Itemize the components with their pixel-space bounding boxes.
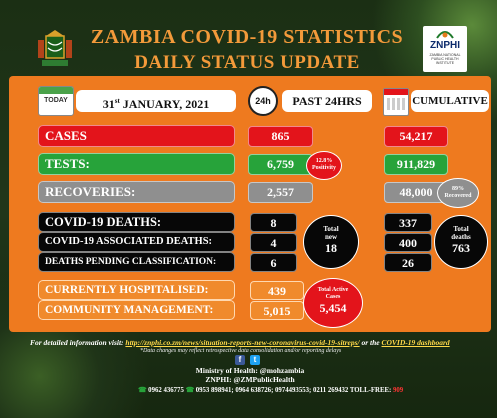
total-deaths-badge: Total deaths 763 bbox=[434, 215, 488, 269]
community-value: 5,015 bbox=[250, 301, 304, 320]
facebook-icon[interactable]: f bbox=[235, 355, 245, 365]
date-day: 31 bbox=[102, 97, 115, 111]
contact-block: Ministry of Health: @mohzambia ZNPHI: @Z… bbox=[150, 366, 350, 384]
phone-icon: ☎ bbox=[138, 387, 147, 394]
positivity-value: 12.8% bbox=[315, 158, 333, 164]
total-new-label2: new bbox=[324, 233, 338, 241]
cumulative-header: CUMULATIVE bbox=[411, 90, 489, 112]
recovered-badge: 89% Recovered bbox=[437, 178, 479, 208]
dashboard-link[interactable]: COVID-19 dashboard bbox=[381, 338, 450, 347]
positivity-label: Positivity bbox=[312, 165, 336, 171]
znphi-handle: ZNPHI: @ZMPublicHealth bbox=[205, 375, 295, 384]
active-label2: Cases bbox=[325, 294, 341, 300]
recoveries-past24: 2,557 bbox=[248, 182, 313, 203]
phone-icon-2: ☎ bbox=[185, 387, 195, 394]
data-note: *Data changes may reflect retrospective … bbox=[140, 348, 342, 354]
today-icon-label: TODAY bbox=[44, 97, 68, 104]
clock-icon: 24h bbox=[248, 86, 278, 116]
calendar-icon: TODAY bbox=[38, 86, 74, 116]
info-prefix: For detailed information visit: bbox=[30, 338, 126, 347]
active-value: 5,454 bbox=[319, 301, 347, 315]
total-new-label1: Total bbox=[323, 225, 339, 233]
phone-primary: 0962 436775 bbox=[148, 387, 186, 394]
logo-subtext: ZAMBIA NATIONAL PUBLIC HEALTH INSTITUTE bbox=[429, 53, 461, 65]
date-box: 31st JANUARY, 2021 bbox=[76, 90, 236, 112]
community-label: COMMUNITY MANAGEMENT: bbox=[38, 300, 235, 320]
phone-numbers: ☎ 0962 436775 ☎ 0953 898941; 0964 638726… bbox=[138, 386, 403, 394]
total-new-value: 18 bbox=[325, 241, 337, 255]
associated-deaths-past24: 4 bbox=[250, 233, 297, 252]
recoveries-label: RECOVERIES: bbox=[38, 181, 235, 203]
pending-past24: 6 bbox=[250, 253, 297, 272]
total-deaths-value: 763 bbox=[452, 241, 470, 255]
logo-text: ZNPHI bbox=[430, 40, 460, 51]
page-subtitle: DAILY STATUS UPDATE bbox=[134, 52, 360, 73]
total-deaths-label2: deaths bbox=[451, 233, 471, 241]
info-link[interactable]: http://znphi.co.zm/news/situation-report… bbox=[125, 338, 360, 347]
pending-label: DEATHS PENDING CLASSIFICATION: bbox=[38, 252, 235, 272]
info-text: For detailed information visit: http://z… bbox=[30, 338, 450, 347]
tests-label: TESTS: bbox=[38, 153, 235, 175]
cases-cumulative: 54,217 bbox=[384, 126, 448, 147]
active-cases-badge: Total Active Cases 5,454 bbox=[303, 278, 363, 328]
total-deaths-label1: Total bbox=[453, 225, 469, 233]
cases-past24: 865 bbox=[248, 126, 313, 147]
active-label1: Total Active bbox=[317, 287, 349, 293]
recovered-pct: 89% bbox=[452, 186, 464, 192]
past-24hrs-header: PAST 24HRS bbox=[282, 90, 372, 112]
clock-icon-label: 24h bbox=[255, 96, 271, 106]
date-rest: JANUARY, 2021 bbox=[119, 97, 210, 111]
phone-others: 0953 898941; 0964 638726; 0974493553; 02… bbox=[195, 387, 393, 394]
hospitalised-value: 439 bbox=[250, 281, 304, 300]
cumulative-calendar-icon bbox=[383, 88, 409, 116]
znphi-logo: ZNPHI ZAMBIA NATIONAL PUBLIC HEALTH INST… bbox=[423, 26, 467, 72]
toll-free-number: 909 bbox=[392, 387, 404, 394]
recoveries-cumulative: 48,000 bbox=[384, 182, 448, 203]
hospitalised-label: CURRENTLY HOSPITALISED: bbox=[38, 280, 235, 300]
page-title: ZAMBIA COVID-19 STATISTICS bbox=[90, 26, 404, 48]
recovered-label: Recovered bbox=[444, 193, 472, 199]
cases-label: CASES bbox=[38, 125, 235, 147]
total-new-deaths-badge: Total new 18 bbox=[303, 215, 359, 269]
logo-emblem-icon bbox=[436, 31, 454, 39]
tests-past24: 6,759 bbox=[248, 154, 313, 175]
twitter-icon[interactable]: t bbox=[250, 355, 260, 365]
associated-deaths-label: COVID-19 ASSOCIATED DEATHS: bbox=[38, 232, 235, 252]
ministry-handle: Ministry of Health: @mohzambia bbox=[195, 366, 305, 375]
covid-deaths-past24: 8 bbox=[250, 213, 297, 232]
date-suffix: st bbox=[114, 97, 120, 105]
info-mid: or the bbox=[359, 338, 382, 347]
coat-of-arms-icon bbox=[38, 30, 72, 66]
positivity-badge: 12.8% Positivity bbox=[306, 151, 342, 180]
covid-deaths-label: COVID-19 DEATHS: bbox=[38, 212, 235, 232]
covid-deaths-cumulative: 337 bbox=[384, 213, 432, 232]
associated-deaths-cumulative: 400 bbox=[384, 233, 432, 252]
tests-cumulative: 911,829 bbox=[384, 154, 448, 175]
pending-cumulative: 26 bbox=[384, 253, 432, 272]
